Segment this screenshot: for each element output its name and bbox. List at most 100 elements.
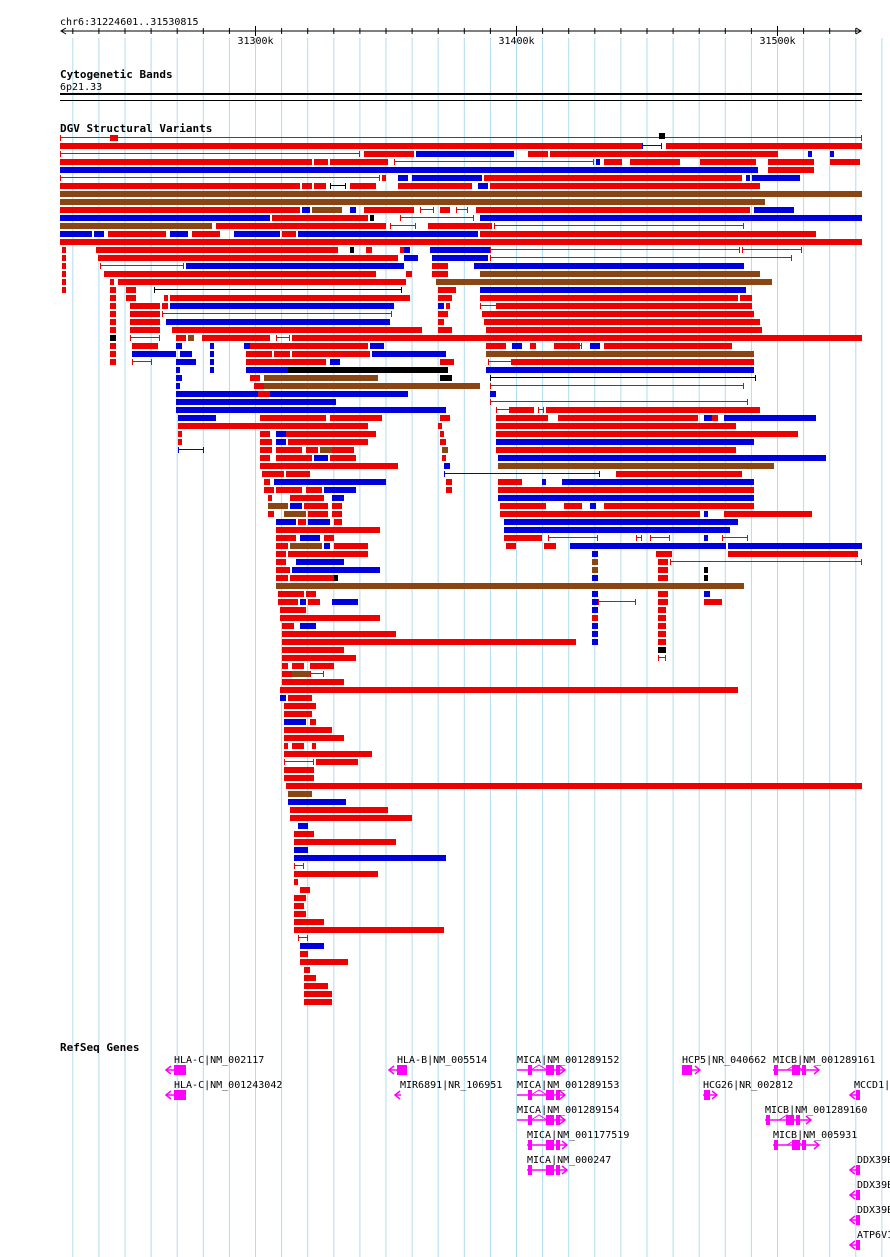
sv-feature[interactable] <box>286 471 310 477</box>
sv-feature[interactable] <box>294 855 446 861</box>
sv-feature[interactable] <box>170 303 394 309</box>
sv-feature[interactable] <box>62 247 66 253</box>
sv-feature[interactable] <box>284 743 288 749</box>
sv-feature[interactable] <box>704 599 722 605</box>
sv-feature[interactable] <box>438 319 444 325</box>
sv-feature[interactable] <box>656 551 672 557</box>
sv-feature[interactable] <box>542 479 546 485</box>
sv-feature[interactable] <box>432 271 448 277</box>
sv-feature[interactable] <box>304 975 316 981</box>
sv-feature[interactable] <box>284 703 316 709</box>
sv-feature[interactable] <box>310 671 324 677</box>
sv-feature[interactable] <box>162 303 168 309</box>
sv-feature[interactable] <box>476 207 750 213</box>
sv-feature[interactable] <box>308 519 330 525</box>
sv-feature[interactable] <box>496 415 548 421</box>
sv-feature[interactable] <box>178 439 182 445</box>
sv-feature[interactable] <box>280 695 286 701</box>
sv-feature[interactable] <box>658 599 668 605</box>
gene-model[interactable] <box>773 1139 821 1150</box>
sv-feature[interactable] <box>250 343 368 349</box>
sv-feature[interactable] <box>712 415 718 421</box>
gene-label[interactable]: DDX39B <box>857 1180 890 1191</box>
sv-feature[interactable] <box>246 359 326 365</box>
sv-feature[interactable] <box>670 559 862 565</box>
sv-feature[interactable] <box>658 639 666 645</box>
sv-feature[interactable] <box>264 487 274 493</box>
sv-feature[interactable] <box>334 575 338 581</box>
sv-feature[interactable] <box>440 439 446 445</box>
sv-feature[interactable] <box>292 567 380 573</box>
sv-feature[interactable] <box>176 367 180 373</box>
sv-feature[interactable] <box>288 799 346 805</box>
sv-feature[interactable] <box>530 343 536 349</box>
sv-feature[interactable] <box>264 383 480 389</box>
sv-feature[interactable] <box>176 335 186 341</box>
sv-feature[interactable] <box>192 231 220 237</box>
sv-feature[interactable] <box>276 583 744 589</box>
sv-feature[interactable] <box>260 415 264 421</box>
sv-feature[interactable] <box>432 263 448 269</box>
sv-feature[interactable] <box>658 615 666 621</box>
sv-feature[interactable] <box>282 679 344 685</box>
sv-feature[interactable] <box>482 311 754 317</box>
sv-feature[interactable] <box>210 367 214 373</box>
sv-feature[interactable] <box>132 351 176 357</box>
sv-feature[interactable] <box>130 327 160 333</box>
sv-feature[interactable] <box>740 295 752 301</box>
sv-feature[interactable] <box>616 471 742 477</box>
sv-feature[interactable] <box>590 503 596 509</box>
sv-feature[interactable] <box>704 415 712 421</box>
sv-feature[interactable] <box>592 591 598 597</box>
sv-feature[interactable] <box>180 351 192 357</box>
sv-feature[interactable] <box>500 503 546 509</box>
sv-feature[interactable] <box>490 399 748 405</box>
sv-feature[interactable] <box>456 207 468 213</box>
sv-feature[interactable] <box>290 807 388 813</box>
sv-feature[interactable] <box>330 455 356 461</box>
sv-feature[interactable] <box>60 151 360 157</box>
gene-label[interactable]: HCP5|NR_040662 <box>682 1055 766 1066</box>
sv-feature[interactable] <box>276 543 288 549</box>
sv-feature[interactable] <box>60 223 212 229</box>
sv-feature[interactable] <box>110 343 116 349</box>
sv-feature[interactable] <box>62 263 66 269</box>
sv-feature[interactable] <box>210 343 214 349</box>
sv-feature[interactable] <box>302 207 310 213</box>
sv-feature[interactable] <box>298 231 478 237</box>
sv-feature[interactable] <box>274 479 386 485</box>
sv-feature[interactable] <box>544 543 556 549</box>
sv-feature[interactable] <box>432 255 488 261</box>
sv-feature[interactable] <box>110 311 116 317</box>
sv-feature[interactable] <box>132 343 158 349</box>
sv-feature[interactable] <box>728 551 858 557</box>
sv-feature[interactable] <box>276 527 380 533</box>
sv-feature[interactable] <box>480 215 862 221</box>
sv-feature[interactable] <box>442 455 446 461</box>
sv-feature[interactable] <box>830 151 834 157</box>
sv-feature[interactable] <box>382 175 386 181</box>
gene-label[interactable]: MICA|NM_001177519 <box>527 1130 629 1141</box>
sv-feature[interactable] <box>506 543 516 549</box>
sv-feature[interactable] <box>260 455 270 461</box>
sv-feature[interactable] <box>60 215 270 221</box>
gene-model[interactable] <box>517 1114 567 1125</box>
sv-feature[interactable] <box>250 375 260 381</box>
sv-feature[interactable] <box>438 303 444 309</box>
sv-feature[interactable] <box>420 207 434 213</box>
sv-feature[interactable] <box>496 447 736 453</box>
sv-feature[interactable] <box>438 327 452 333</box>
sv-feature[interactable] <box>490 247 740 253</box>
sv-feature[interactable] <box>60 175 380 181</box>
sv-feature[interactable] <box>294 879 298 885</box>
sv-feature[interactable] <box>510 407 534 413</box>
sv-feature[interactable] <box>486 367 754 373</box>
sv-feature[interactable] <box>438 295 452 301</box>
sv-feature[interactable] <box>216 223 386 229</box>
sv-feature[interactable] <box>96 247 338 253</box>
sv-feature[interactable] <box>154 287 402 293</box>
sv-feature[interactable] <box>430 247 490 253</box>
sv-feature[interactable] <box>604 343 732 349</box>
sv-feature[interactable] <box>366 247 372 253</box>
sv-feature[interactable] <box>364 151 414 157</box>
